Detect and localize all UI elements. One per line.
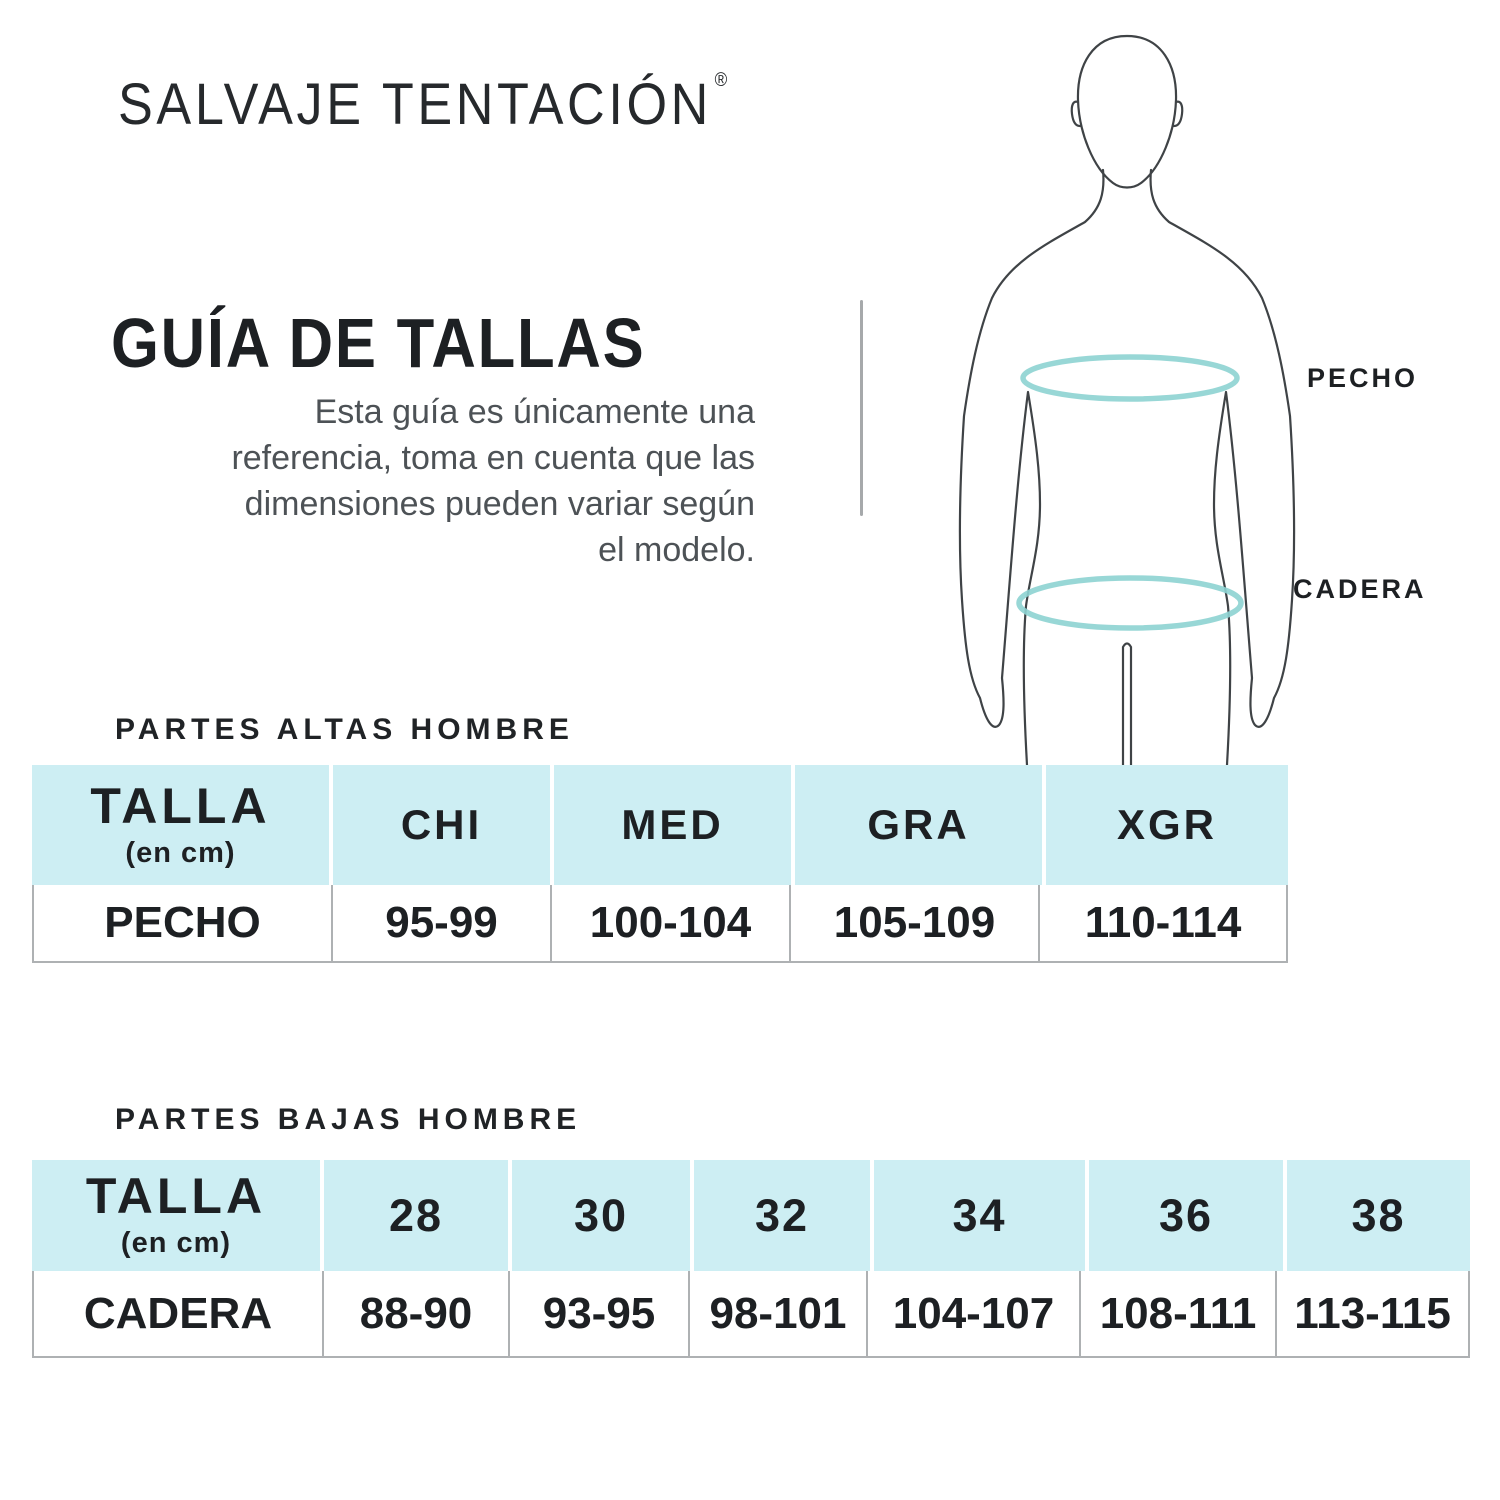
size-header-cell: TALLA (en cm)	[32, 765, 329, 885]
figure-left-side-outline	[958, 168, 1105, 765]
size-column-header: 34	[874, 1160, 1085, 1271]
table-header-row: TALLA (en cm) CHI MED GRA XGR	[32, 765, 1288, 885]
size-header-cell: TALLA (en cm)	[32, 1160, 320, 1271]
measurement-cell: 98-101	[690, 1271, 868, 1356]
table-data-row: PECHO 95-99 100-104 105-109 110-114	[32, 885, 1288, 963]
figure-inner-legs-line	[1121, 642, 1133, 765]
measurement-cell: 110-114	[1084, 898, 1242, 947]
size-column-header: CHI	[333, 765, 550, 885]
section-title-lower-parts: PARTES BAJAS HOMBRE	[115, 1103, 582, 1136]
size-column-header: 38	[1287, 1160, 1470, 1271]
size-column-header: 28	[324, 1160, 508, 1271]
size-column-header: XGR	[1046, 765, 1288, 885]
chest-label: PECHO	[1307, 363, 1419, 393]
male-body-figure-illustration	[958, 34, 1296, 765]
page-title: GUÍA DE TALLAS	[111, 304, 646, 382]
size-label: TALLA	[85, 1168, 267, 1224]
measurement-cell: 104-107	[868, 1271, 1081, 1356]
measurement-cell: 105-109	[791, 885, 1040, 961]
measurement-cell: 88-90	[324, 1271, 510, 1356]
size-label: TALLA	[90, 777, 271, 834]
measurement-cell: 95-99	[333, 885, 552, 961]
lower-parts-size-table: TALLA (en cm) 28 30 32 34 36 38 CADERA 8…	[32, 1160, 1470, 1358]
measurement-cell: 108-111	[1081, 1271, 1277, 1356]
measurement-row-label: CADERA	[34, 1271, 324, 1356]
vertical-divider	[860, 300, 863, 516]
measurement-cell: 93-95	[510, 1271, 690, 1356]
table-header-row: TALLA (en cm) 28 30 32 34 36 38	[32, 1160, 1470, 1271]
figure-left-ear	[1070, 100, 1082, 128]
figure-head-outline	[1076, 34, 1178, 189]
measurement-row-label: PECHO	[34, 885, 333, 961]
hip-measure-line	[1016, 575, 1244, 631]
measurement-cell: 113-115	[1294, 1288, 1451, 1338]
brand-name: SALVAJE TENTACIÓN	[118, 72, 712, 137]
measurement-cell: 100-104	[552, 885, 791, 961]
size-column-header: 32	[694, 1160, 870, 1271]
brand-logo: SALVAJE TENTACIÓN ®	[118, 70, 727, 138]
size-unit-label: (en cm)	[125, 836, 236, 869]
size-column-header: 36	[1089, 1160, 1283, 1271]
hip-label: CADERA	[1293, 574, 1427, 604]
size-column-header: GRA	[795, 765, 1042, 885]
size-column-header: 30	[512, 1160, 690, 1271]
chest-measure-line	[1020, 354, 1240, 402]
size-column-header: MED	[554, 765, 791, 885]
registered-trademark: ®	[714, 70, 728, 91]
section-title-upper-parts: PARTES ALTAS HOMBRE	[115, 713, 574, 746]
guide-description: Esta guía es únicamente una referencia, …	[231, 393, 755, 569]
upper-parts-size-table: TALLA (en cm) CHI MED GRA XGR PECHO 95-9…	[32, 765, 1288, 963]
table-data-row: CADERA 88-90 93-95 98-101 104-107 108-11…	[32, 1271, 1470, 1358]
size-unit-label: (en cm)	[120, 1227, 232, 1259]
figure-right-side-outline	[1149, 168, 1296, 765]
figure-right-ear	[1172, 100, 1184, 128]
